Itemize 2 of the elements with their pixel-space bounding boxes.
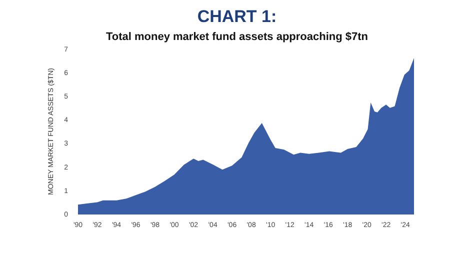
chart-subtitle: Total money market fund assets approaching $7tn — [106, 31, 368, 43]
chart-title: CHART 1: — [197, 7, 277, 26]
